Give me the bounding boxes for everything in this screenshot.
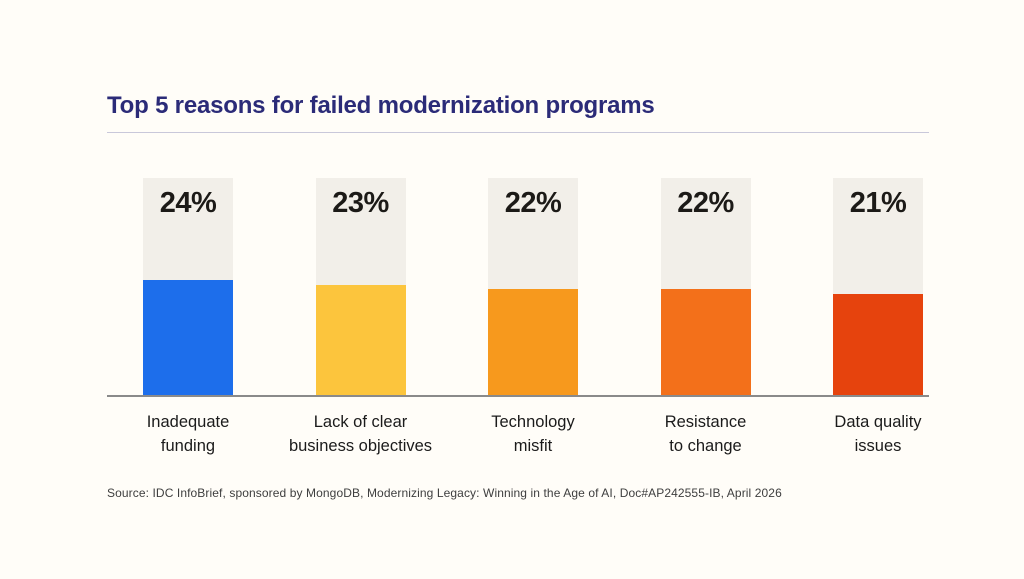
bar-fill <box>660 289 751 395</box>
bar-column: 24% Inadequate funding <box>143 178 233 455</box>
bar-fill <box>833 294 923 395</box>
bar-category-label: Resistance to change <box>664 413 747 455</box>
bar-column: 23% Lack of clear business objectives <box>289 178 432 455</box>
bar-fill <box>315 284 406 395</box>
x-axis-line <box>107 395 929 397</box>
bar-fill <box>488 289 578 395</box>
bar-value-label: 22% <box>504 187 562 219</box>
bar-track: 22% <box>488 178 578 395</box>
source-attribution: Source: IDC InfoBrief, sponsored by Mong… <box>107 486 782 500</box>
bar-track: 21% <box>833 178 923 395</box>
bar-category-label: Inadequate funding <box>146 413 230 455</box>
page-title: Top 5 reasons for failed modernization p… <box>107 92 655 119</box>
bar-value-label: 22% <box>677 187 734 219</box>
bar-value-label: 24% <box>159 187 217 219</box>
bar-fill <box>143 279 233 395</box>
bar-track: 24% <box>143 178 233 395</box>
bar-column: 21% Data quality issues <box>833 178 923 455</box>
bar-value-label: 23% <box>332 187 389 219</box>
bar-category-label: Data quality issues <box>834 413 922 455</box>
bar-column: 22% Resistance to change <box>660 178 751 455</box>
bar-category-label: Technology misfit <box>491 413 575 455</box>
title-divider <box>107 132 929 133</box>
bar-track: 22% <box>660 178 751 395</box>
chart-area: 24% Inadequate funding 23% Lack of clear b… <box>107 178 929 478</box>
bar-column: 22% Technology misfit <box>488 178 578 455</box>
bar-value-label: 21% <box>849 187 907 219</box>
bar-category-label: Lack of clear business objectives <box>288 413 433 455</box>
bar-track: 23% <box>315 178 406 395</box>
